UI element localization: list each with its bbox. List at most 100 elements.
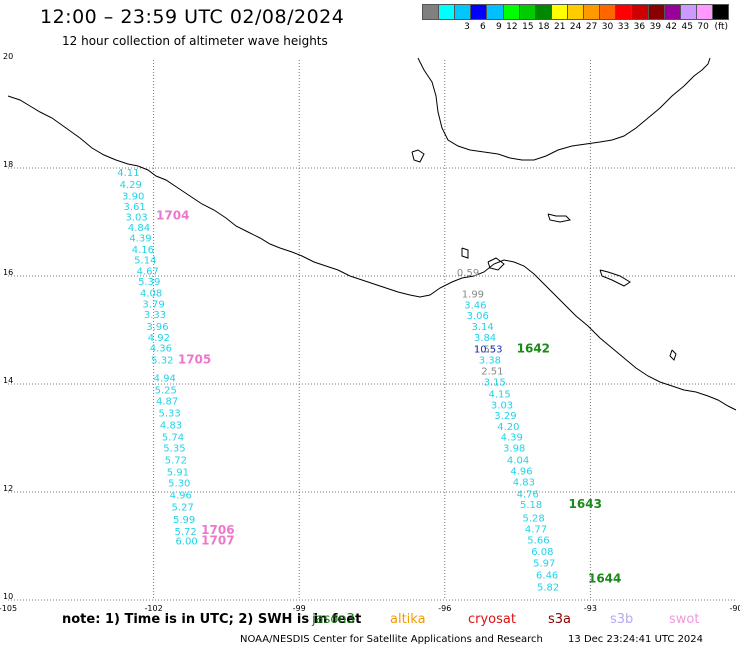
wave-height-value: 4.36 xyxy=(150,344,172,355)
wave-height-value: 3.79 xyxy=(142,299,164,310)
legend-label: 36 xyxy=(633,22,646,32)
wave-height-value: 4.39 xyxy=(501,433,523,444)
wave-height-value: 6.08 xyxy=(531,547,553,558)
wave-height-value: 5.35 xyxy=(163,444,185,455)
note-line: note: 1) Time is in UTC; 2) SWH is in fe… xyxy=(62,612,699,627)
island-1 xyxy=(411,149,425,163)
wave-height-value: 4.04 xyxy=(507,455,529,466)
legend-label: 24 xyxy=(569,22,582,32)
island-6 xyxy=(669,349,677,361)
wave-height-value: 5.33 xyxy=(158,408,180,419)
wave-height-value: 5.18 xyxy=(520,500,542,511)
lon-tick-label: -96 xyxy=(438,604,451,613)
lon-tick-label: -93 xyxy=(584,604,597,613)
wave-height-value: 4.15 xyxy=(488,390,510,401)
wave-height-value: 5.99 xyxy=(173,515,195,526)
legend-unit: (ft) xyxy=(714,22,728,32)
wave-height-value: 3.03 xyxy=(125,212,147,223)
pass-time-label: 1704 xyxy=(156,208,189,222)
wave-height-value: 2.51 xyxy=(481,366,503,377)
footer: NOAA/NESDIS Center for Satellite Applica… xyxy=(240,634,703,645)
legend-label: 18 xyxy=(538,22,550,32)
lat-tick-label: 16 xyxy=(3,268,13,277)
gulf-coastline xyxy=(417,57,711,161)
legend-label: 12 xyxy=(506,22,518,32)
wave-height-value: 5.27 xyxy=(172,502,194,513)
note-text: note: 1) Time is in UTC; 2) SWH is in fe… xyxy=(62,612,362,627)
map-subtitle: 12 hour collection of altimeter wave hei… xyxy=(62,34,328,48)
wave-height-value: 4.08 xyxy=(140,289,162,300)
wave-height-value: 4.77 xyxy=(525,525,547,536)
lat-tick-label: 10 xyxy=(3,592,13,601)
wave-height-value: 4.76 xyxy=(517,489,539,500)
wave-height-value: 3.03 xyxy=(491,400,513,411)
wave-height-value: 3.33 xyxy=(144,310,166,321)
wave-height-value: 4.96 xyxy=(170,490,192,501)
map-grid xyxy=(8,60,736,601)
wave-height-value: 4.83 xyxy=(160,420,182,431)
legend-label: 33 xyxy=(617,22,630,32)
lon-tick-label: -102 xyxy=(145,604,163,613)
legend-label: 3 xyxy=(464,22,470,32)
satellite-name: altika xyxy=(390,612,426,627)
pass-time-label: 1644 xyxy=(588,572,621,586)
wave-height-value: 1.55 xyxy=(474,345,496,356)
legend-label: 27 xyxy=(585,22,598,32)
wave-height-value: 4.96 xyxy=(510,467,532,478)
lat-tick-label: 14 xyxy=(3,376,13,385)
wave-height-value: 4.83 xyxy=(513,478,535,489)
wave-height-value: 5.32 xyxy=(151,355,173,366)
wave-height-value: 6.00 xyxy=(175,536,197,547)
wave-height-value: 3.84 xyxy=(474,333,496,344)
pass-time-label: 1705 xyxy=(178,352,211,366)
wave-height-value: 5.74 xyxy=(162,433,184,444)
wave-height-value: 5.91 xyxy=(167,467,189,478)
pass-time-label: 1706 xyxy=(201,523,234,537)
axis-ticks: -105 -102 -99 -96 -93 -90 20 18 16 14 12 10 xyxy=(0,52,740,613)
legend-label: 39 xyxy=(649,22,662,32)
legend-label: 15 xyxy=(522,22,534,32)
lon-tick-label: -105 xyxy=(0,604,17,613)
wave-height-value: 4.67 xyxy=(137,266,159,277)
pass-time-label: 1707 xyxy=(201,533,234,547)
pass-time-label: 1643 xyxy=(569,497,602,511)
wave-height-value: 3.46 xyxy=(464,300,486,311)
wave-height-value: 5.28 xyxy=(522,514,544,525)
legend-label: 42 xyxy=(665,22,677,32)
wave-height-value: 3.15 xyxy=(484,378,506,389)
lat-tick-label: 12 xyxy=(3,484,13,493)
lat-tick-label: 18 xyxy=(3,160,13,169)
wave-height-value: 4.11 xyxy=(117,168,139,179)
wave-height-value: 3.98 xyxy=(503,444,525,455)
legend-label: 30 xyxy=(601,22,614,32)
satellite-name: swot xyxy=(669,612,700,627)
wave-height-value: 4.92 xyxy=(148,333,170,344)
wave-height-value: 5.25 xyxy=(155,386,177,397)
legend-label: 45 xyxy=(681,22,693,32)
wave-height-value: 3.90 xyxy=(122,191,144,202)
lon-tick-label: -90 xyxy=(729,604,740,613)
wave-height-value: 4.16 xyxy=(132,245,154,256)
satellite-name: jason3 xyxy=(312,612,355,627)
wave-height-value: 5.66 xyxy=(527,535,549,546)
wave-height-value: 5.82 xyxy=(537,582,559,593)
wave-height-value: 3.96 xyxy=(146,322,168,333)
legend-labels: 3 6 9 12 15 18 21 24 27 30 33 36 39 42 45 70 (ft) xyxy=(422,22,728,32)
island-3 xyxy=(599,269,631,287)
satellite-name: s3a xyxy=(548,612,572,627)
footer-timestamp: 13 Dec 23:24:41 UTC 2024 xyxy=(568,634,704,645)
map-title: 12:00 – 23:59 UTC 02/08/2024 xyxy=(40,6,345,28)
wave-height-value: 1.99 xyxy=(462,290,484,301)
island-4 xyxy=(461,247,469,259)
wave-height-value: 4.39 xyxy=(129,233,151,244)
wave-height-value: 3.29 xyxy=(494,411,516,422)
coastline xyxy=(7,57,737,411)
wave-height-value: 3.38 xyxy=(479,355,501,366)
legend-swatches xyxy=(422,4,730,20)
pass-time-label: 1642 xyxy=(517,342,550,356)
wave-height-value: 6.46 xyxy=(536,570,558,581)
color-legend: 3 6 9 12 15 18 21 24 27 30 33 36 39 42 45 70 (ft) xyxy=(422,4,730,36)
wave-height-value: 4.20 xyxy=(497,422,519,433)
